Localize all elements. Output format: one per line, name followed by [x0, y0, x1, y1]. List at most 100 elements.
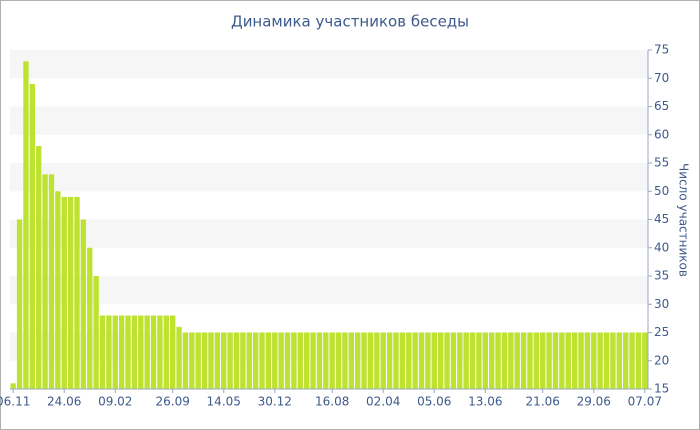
bar [457, 332, 463, 389]
bar [527, 332, 533, 389]
y-tick-label: 60 [654, 127, 669, 141]
bar [310, 332, 316, 389]
x-tick-label: 16.08 [315, 395, 349, 409]
bar [259, 332, 265, 389]
bar [93, 276, 99, 389]
bar [42, 174, 48, 389]
y-tick-label: 70 [654, 71, 669, 85]
bar [61, 196, 67, 389]
bar [335, 332, 342, 389]
bar [233, 332, 240, 389]
bar [495, 332, 501, 389]
bar [533, 332, 540, 389]
x-tick-label: 07.07 [628, 395, 662, 409]
bar [520, 332, 527, 389]
bar [406, 332, 412, 389]
bar [559, 332, 565, 389]
bar [163, 315, 169, 389]
bar [540, 332, 546, 389]
bar [431, 332, 437, 389]
bar [118, 315, 125, 389]
y-tick-label: 65 [654, 99, 669, 113]
bar [584, 332, 591, 389]
grid-band [10, 50, 648, 79]
bar [252, 332, 259, 389]
bar [412, 332, 418, 389]
bar [36, 146, 42, 389]
bar [361, 332, 367, 389]
bar [297, 332, 303, 389]
bar [195, 332, 201, 389]
bar [425, 332, 431, 389]
bar [469, 332, 476, 389]
x-tick-label: 02.04 [366, 395, 400, 409]
bar [240, 332, 246, 389]
bar [635, 332, 642, 389]
bar [610, 332, 616, 389]
bar [380, 332, 386, 389]
bar [622, 332, 629, 389]
bar [642, 332, 648, 389]
bar [329, 332, 335, 389]
grid-band [10, 332, 648, 361]
x-tick-label: 09.02 [98, 395, 132, 409]
grid-band [10, 106, 648, 135]
y-tick-label: 50 [654, 184, 669, 198]
bar [272, 332, 278, 389]
y-tick-label: 55 [654, 156, 669, 170]
bar [10, 383, 16, 389]
bar [393, 332, 399, 389]
bar [112, 315, 118, 389]
bar [355, 332, 361, 389]
bar [348, 332, 355, 389]
bar [208, 332, 214, 389]
grid-band [10, 163, 648, 192]
bar [99, 315, 106, 389]
x-tick-label: 24.06 [47, 395, 81, 409]
y-tick-label: 40 [654, 240, 669, 254]
bar [176, 326, 182, 389]
bar [444, 332, 450, 389]
bar [450, 332, 457, 389]
bar [157, 315, 163, 389]
bar [106, 315, 112, 389]
x-tick-label: 26.09 [156, 395, 190, 409]
y-tick-label: 15 [654, 382, 669, 396]
bar [546, 332, 552, 389]
bar [291, 332, 297, 389]
bar [87, 247, 93, 389]
bar [591, 332, 597, 389]
bar [565, 332, 571, 389]
bar [399, 332, 406, 389]
x-tick-label: 21.06 [526, 395, 560, 409]
x-tick-label: 29.06 [577, 395, 611, 409]
bar [131, 315, 138, 389]
grid-band [10, 276, 648, 305]
y-tick-label: 35 [654, 269, 669, 283]
x-tick-label: 05.06 [417, 395, 451, 409]
bar [201, 332, 208, 389]
bar [514, 332, 520, 389]
bar [74, 196, 80, 389]
bar [138, 315, 144, 389]
bar [552, 332, 559, 389]
bar [278, 332, 284, 389]
bar [597, 332, 603, 389]
x-tick-label: 06.11 [0, 395, 30, 409]
y-tick-label: 75 [654, 43, 669, 57]
y-tick-label: 20 [654, 353, 669, 367]
bar [55, 191, 61, 389]
x-tick-label: 14.05 [207, 395, 241, 409]
bar [265, 332, 272, 389]
bar [246, 332, 252, 389]
bar [16, 219, 23, 389]
bar [189, 332, 195, 389]
bar [80, 219, 87, 389]
grid-band [10, 219, 648, 248]
bar [125, 315, 131, 389]
y-tick-label: 30 [654, 297, 669, 311]
bar [603, 332, 610, 389]
bar [578, 332, 584, 389]
bar [323, 332, 329, 389]
